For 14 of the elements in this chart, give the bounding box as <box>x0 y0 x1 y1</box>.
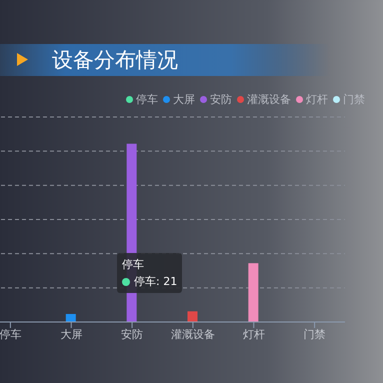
legend-label: 灌溉设备 <box>246 92 291 107</box>
x-tick-label: 门禁 <box>304 328 326 341</box>
chart-title: 设备分布情况 <box>52 47 178 74</box>
x-tick-label: 灌溉设备 <box>170 328 215 341</box>
legend-label: 安防 <box>209 92 232 107</box>
annotation: 停车 <box>122 257 145 273</box>
x-tick-label: 安防 <box>121 328 144 341</box>
x-tick-label: 灯杆 <box>242 328 265 341</box>
legend-label: 停车 <box>135 92 158 107</box>
legend-label: 门禁 <box>342 92 365 107</box>
legend-label: 大屏 <box>172 92 195 107</box>
legend-label: 灯杆 <box>305 92 328 107</box>
x-tick-label: 大屏 <box>60 328 82 341</box>
annotation: 停车: 21 <box>133 274 178 290</box>
